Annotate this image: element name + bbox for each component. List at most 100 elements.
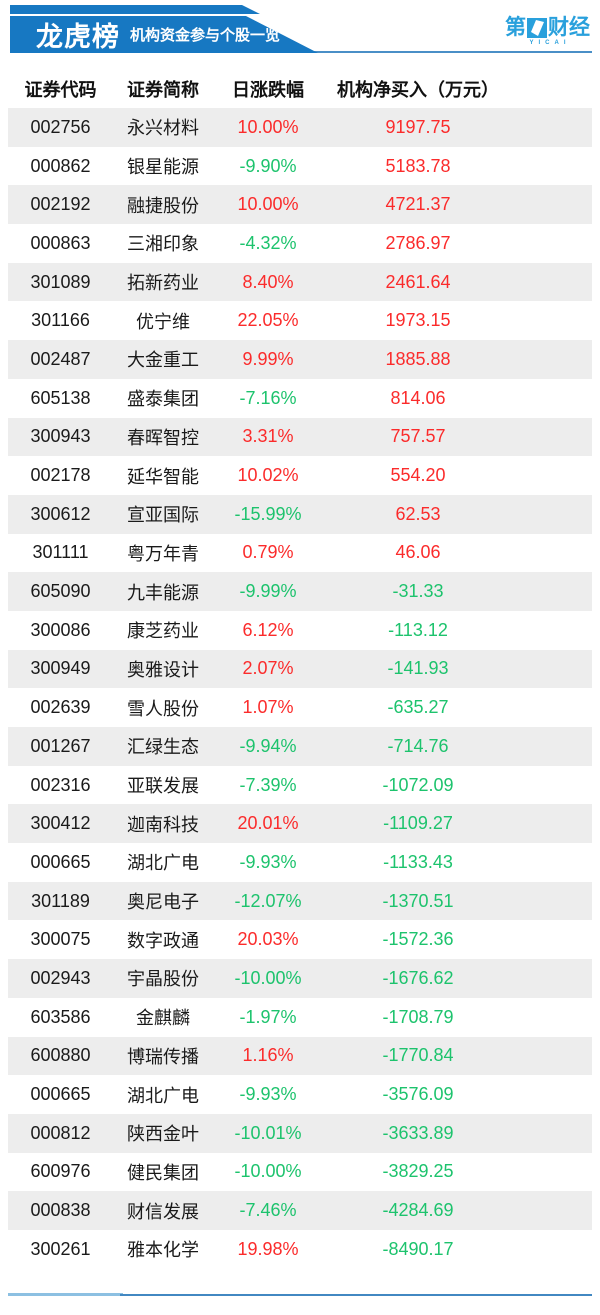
net-buy: -1676.62 — [382, 967, 454, 988]
daily-change: -10.00% — [234, 967, 302, 988]
col-header-change: 日涨跌幅 — [232, 80, 304, 100]
daily-change: -9.99% — [239, 581, 297, 602]
stocks-table: 证券代码 证券简称 日涨跌幅 机构净买入（万元） 002756 永兴材料 10.… — [8, 70, 592, 1269]
stock-code: 002178 — [30, 465, 91, 486]
stock-name: 拓新药业 — [127, 273, 199, 294]
daily-change: -10.01% — [234, 1122, 302, 1143]
net-buy: -1572.36 — [382, 929, 454, 950]
net-buy: -3576.09 — [382, 1084, 454, 1105]
net-buy: 814.06 — [390, 387, 446, 408]
yicai-logo-suffix: 财经 — [548, 16, 590, 39]
table-row: 301189 奥尼电子 -12.07% -1370.51 — [8, 881, 592, 921]
daily-change: 0.79% — [242, 542, 294, 563]
stock-name: 永兴材料 — [127, 118, 199, 139]
stock-name: 春晖智控 — [127, 427, 199, 448]
stock-name: 延华智能 — [127, 466, 199, 487]
stock-code: 300949 — [30, 658, 91, 679]
stock-code: 002487 — [30, 348, 91, 369]
net-buy: 5183.78 — [385, 155, 451, 176]
stock-code: 301189 — [31, 890, 90, 911]
daily-change: 9.99% — [242, 348, 294, 369]
stock-name: 健民集团 — [127, 1162, 199, 1183]
yicai-logo-mark-icon — [527, 17, 547, 38]
stock-code: 300412 — [30, 813, 91, 834]
daily-change: 19.98% — [237, 1238, 299, 1259]
net-buy: 2786.97 — [385, 232, 451, 253]
col-header-name: 证券简称 — [127, 80, 199, 100]
stock-code: 603586 — [30, 1006, 91, 1027]
net-buy: 1885.88 — [385, 348, 451, 369]
stock-name: 数字政通 — [127, 930, 199, 951]
net-buy: -8490.17 — [382, 1238, 454, 1259]
daily-change: -4.32% — [239, 232, 297, 253]
stock-name: 宣亚国际 — [127, 505, 199, 526]
table-row: 301089 拓新药业 8.40% 2461.64 — [8, 262, 592, 302]
table-row: 600976 健民集团 -10.00% -3829.25 — [8, 1153, 592, 1192]
net-buy: -3829.25 — [382, 1161, 454, 1182]
stock-code: 301089 — [30, 271, 91, 292]
stock-code: 000812 — [30, 1122, 91, 1143]
page-subtitle: 机构资金参与个股一览 — [130, 27, 281, 44]
stock-name: 陕西金叶 — [127, 1124, 199, 1145]
table-row: 300086 康芝药业 6.12% -113.12 — [8, 611, 592, 650]
table-row: 000665 湖北广电 -9.93% -3576.09 — [8, 1075, 592, 1114]
stock-name: 融捷股份 — [127, 195, 199, 216]
yicai-logo-row: 第 财经 — [505, 17, 590, 38]
stock-name: 盛泰集团 — [127, 389, 199, 410]
daily-change: 10.00% — [237, 116, 299, 137]
stock-code: 600880 — [30, 1045, 91, 1066]
stock-name: 亚联发展 — [127, 776, 199, 797]
table-row: 000812 陕西金叶 -10.01% -3633.89 — [8, 1113, 592, 1153]
stock-name: 优宁维 — [136, 311, 190, 332]
stock-name: 宇晶股份 — [127, 969, 199, 990]
daily-change: 8.40% — [242, 271, 294, 292]
net-buy: -141.93 — [387, 658, 449, 679]
daily-change: -10.00% — [234, 1161, 302, 1182]
table-row: 002756 永兴材料 10.00% 9197.75 — [8, 108, 592, 147]
daily-change: -9.90% — [239, 155, 297, 176]
table-row: 002178 延华智能 10.02% 554.20 — [8, 456, 592, 495]
table-row: 002487 大金重工 9.99% 1885.88 — [8, 340, 592, 379]
net-buy: 9197.75 — [385, 116, 451, 137]
stock-name: 迦南科技 — [127, 814, 199, 835]
stock-name: 博瑞传播 — [127, 1046, 199, 1067]
stock-code: 002756 — [30, 116, 91, 137]
stock-code: 000862 — [30, 155, 91, 176]
stock-name: 奥雅设计 — [127, 659, 199, 680]
table-row: 300949 奥雅设计 2.07% -141.93 — [8, 649, 592, 689]
table-row: 000863 三湘印象 -4.32% 2786.97 — [8, 224, 592, 263]
daily-change: 3.31% — [242, 426, 294, 447]
table-row: 002639 雪人股份 1.07% -635.27 — [8, 688, 592, 727]
net-buy: -4284.69 — [382, 1200, 454, 1221]
net-buy: -31.33 — [392, 581, 444, 602]
stock-code: 300075 — [30, 929, 91, 950]
stock-name: 奥尼电子 — [127, 892, 199, 913]
stock-name: 大金重工 — [127, 350, 199, 371]
table-row: 002192 融捷股份 10.00% 4721.37 — [8, 185, 592, 225]
daily-change: -9.93% — [239, 1084, 297, 1105]
stock-code: 002943 — [30, 967, 91, 988]
stock-name: 康芝药业 — [127, 621, 199, 642]
col-header-net-buy: 机构净买入（万元） — [337, 80, 499, 100]
table-row: 301111 粤万年青 0.79% 46.06 — [8, 534, 592, 573]
net-buy: 554.20 — [390, 465, 446, 486]
stock-name: 粤万年青 — [127, 543, 199, 564]
table-row: 000862 银星能源 -9.90% 5183.78 — [8, 147, 592, 186]
table-row: 001267 汇绿生态 -9.94% -714.76 — [8, 727, 592, 766]
stock-code: 000838 — [30, 1200, 91, 1221]
lhb-banner: 龙虎榜 机构资金参与个股一览 — [10, 16, 318, 53]
col-header-code: 证券代码 — [24, 80, 97, 100]
stock-name: 金麒麟 — [136, 1008, 190, 1029]
daily-change: 10.00% — [237, 194, 299, 215]
stock-name: 财信发展 — [127, 1201, 199, 1222]
stock-code: 300261 — [30, 1238, 91, 1259]
table-row: 002943 宇晶股份 -10.00% -1676.62 — [8, 959, 592, 998]
stock-name: 汇绿生态 — [127, 737, 199, 758]
table-row: 605090 九丰能源 -9.99% -31.33 — [8, 572, 592, 611]
banner-top-stripe — [10, 5, 260, 14]
stock-code: 605138 — [30, 387, 91, 408]
stock-name: 雅本化学 — [127, 1240, 199, 1261]
stock-name: 雪人股份 — [127, 698, 199, 719]
daily-change: 22.05% — [237, 310, 299, 331]
daily-change: 6.12% — [242, 619, 294, 640]
